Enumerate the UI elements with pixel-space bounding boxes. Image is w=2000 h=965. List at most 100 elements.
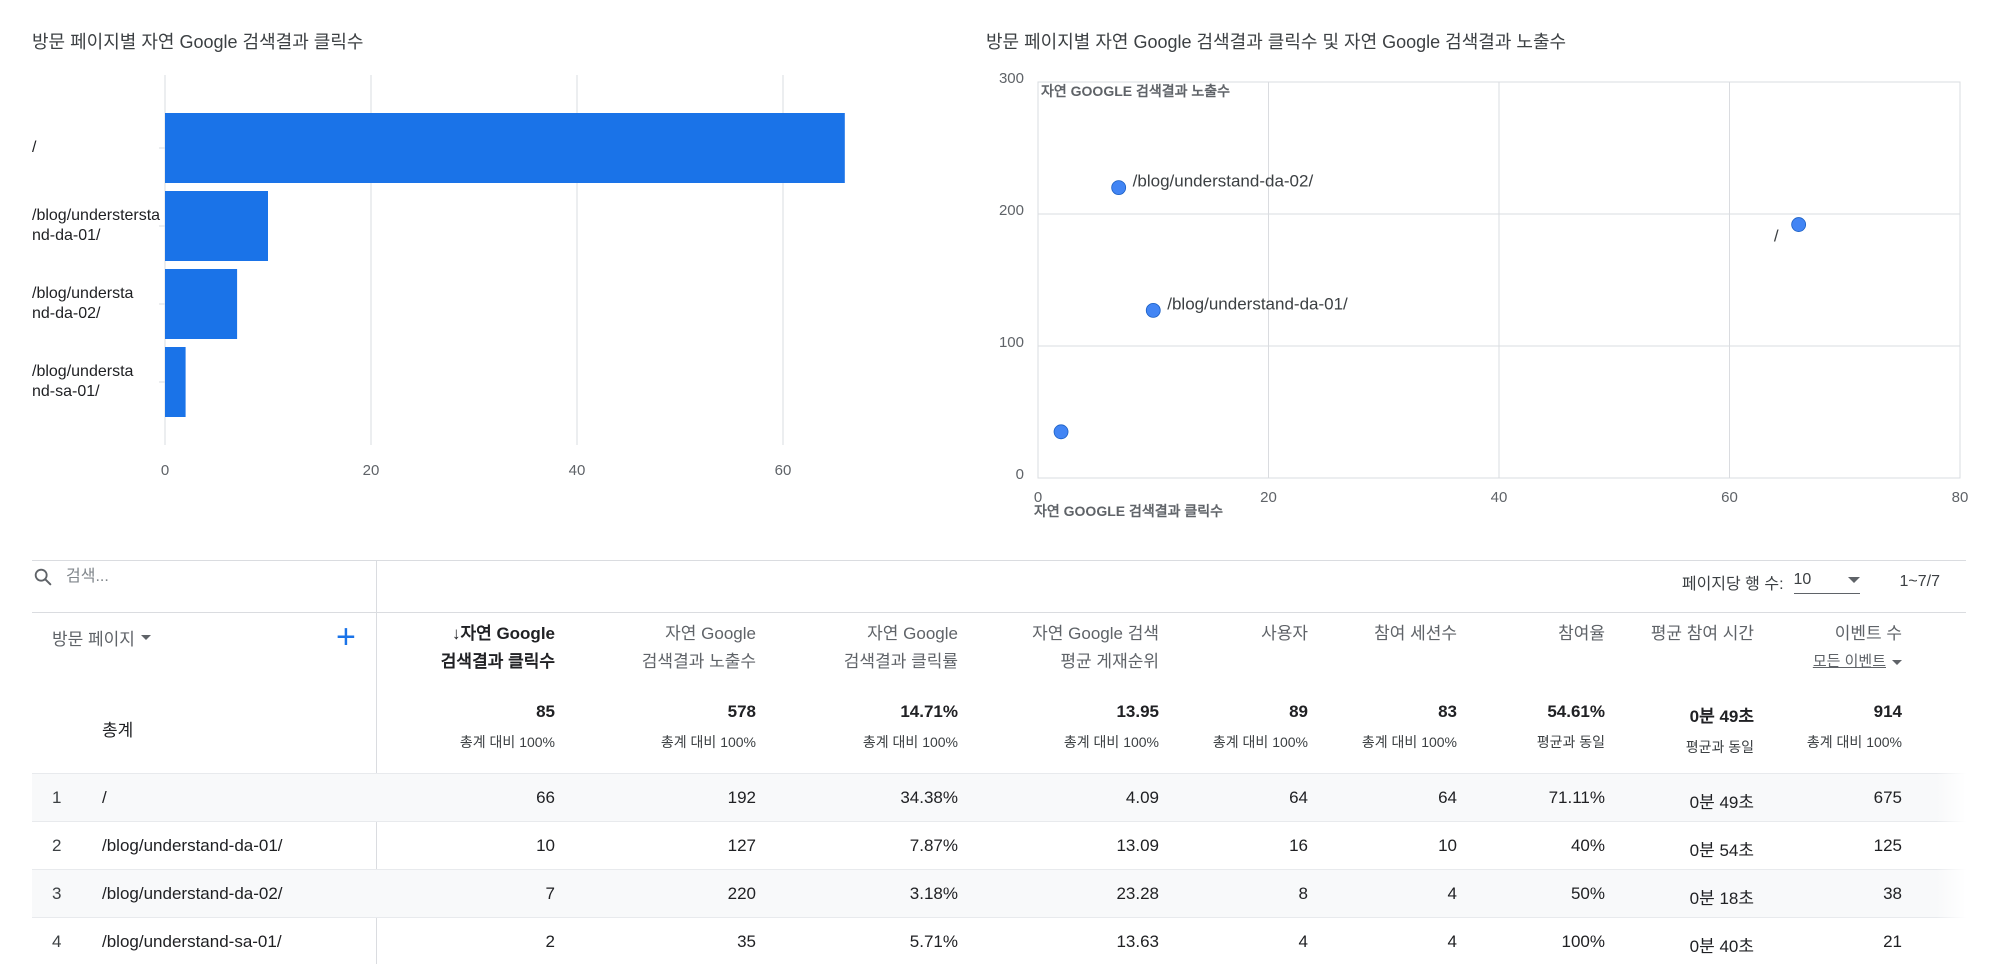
rows-per-page-value: 10: [1793, 570, 1812, 588]
column-header-line2: 검색결과 노출수: [641, 652, 756, 671]
bar-category-label-line: /blog/understa: [32, 285, 134, 302]
rows-per-page-select[interactable]: 10: [1793, 570, 1860, 594]
bar-category-label-line: nd-sa-01/: [32, 383, 100, 400]
row-landing-page: /blog/understand-sa-01/: [102, 932, 282, 951]
bar[interactable]: [165, 191, 268, 261]
scatter-x-tick-label: 40: [1491, 489, 1508, 506]
bar[interactable]: [165, 269, 238, 339]
table-cell: 0분 49초: [1689, 793, 1754, 812]
total-comparison: 평균과 동일: [1536, 734, 1605, 750]
column-header-line2: 평균 게재순위: [1060, 652, 1159, 671]
bar-category-label: /blog/understa nd-sa-01/: [32, 362, 152, 402]
table-cell: 35: [737, 932, 756, 951]
total-value: 54.61%: [1547, 702, 1605, 721]
search-box[interactable]: [32, 566, 328, 588]
scatter-y-tick-label: 100: [999, 334, 1024, 351]
dimension-dropdown-caret-icon: [140, 635, 151, 640]
table-cell: 21: [1883, 932, 1902, 951]
total-cell: 14.71% 총계 대비 100%: [768, 702, 958, 752]
bar-chart-title: 방문 페이지별 자연 Google 검색결과 클릭수: [32, 32, 364, 52]
scatter-point[interactable]: [1053, 424, 1069, 440]
total-comparison: 총계 대비 100%: [1212, 734, 1308, 750]
bar-x-tick-label: 40: [569, 462, 586, 479]
bar-chart: 0 20 40 60: [159, 75, 845, 479]
scatter-point[interactable]: [1791, 217, 1807, 232]
total-value: 83: [1438, 702, 1457, 721]
table-cell: 3.18%: [909, 884, 958, 903]
search-input[interactable]: [64, 567, 328, 587]
table-cell: 0분 40초: [1689, 937, 1754, 956]
horizontal-scroll-fade: [1936, 690, 1966, 964]
bar[interactable]: [165, 347, 186, 417]
table-row[interactable]: 1 / 66 192 34.38% 4.09 64 64 71.11% 0분 49초 675: [32, 773, 1966, 821]
column-header-line1: 자연 Google: [665, 624, 756, 643]
bar-category-label: /: [32, 138, 152, 158]
table-cell: 0분 18초: [1689, 889, 1754, 908]
table-row[interactable]: 2/blog/understand-da-01/10 127 7.87% 13.09 1…: [32, 821, 1966, 869]
table-cell: 16: [1289, 836, 1308, 855]
total-cell: 83 총계 대비 100%: [1317, 702, 1457, 752]
column-header[interactable]: ↓자연 Google 검색결과 클릭수: [365, 620, 555, 676]
dimension-header[interactable]: 방문 페이지: [52, 625, 151, 650]
total-cell: 914 총계 대비 100%: [1762, 702, 1902, 752]
bar-category-label-line: /blog/understersta: [32, 207, 161, 224]
bar-x-tick-label: 60: [775, 462, 792, 479]
row-number: 4: [52, 932, 62, 951]
table-cell: 4: [1447, 932, 1457, 951]
bar-x-tick-label: 20: [363, 462, 380, 479]
scatter-chart-title: 방문 페이지별 자연 Google 검색결과 클릭수 및 자연 Google 검…: [986, 32, 1567, 52]
table-cell: 7.87%: [909, 836, 958, 855]
table-cell: 66: [536, 788, 555, 807]
table-cell: 5.71%: [909, 932, 958, 951]
row-number: 2: [52, 836, 62, 855]
scatter-y-tick-label: 300: [999, 70, 1024, 87]
table-cell: 64: [1289, 788, 1308, 807]
row-landing-page: /blog/understand-da-02/: [102, 884, 283, 903]
table-cell: 40%: [1570, 836, 1605, 855]
scatter-point[interactable]: [1111, 180, 1127, 195]
event-filter-caret-icon: [1892, 659, 1902, 665]
add-dimension-button[interactable]: +: [336, 618, 356, 656]
column-header[interactable]: 자연 Google 검색결과 노출수: [566, 620, 756, 676]
scatter-y-axis-label: 자연 GOOGLE 검색결과 노출수: [1041, 83, 1230, 99]
row-number: 3: [52, 884, 62, 903]
column-header[interactable]: 자연 Google 검색결과 클릭률: [768, 620, 958, 676]
column-header-line1: ↓자연 Google: [451, 624, 555, 643]
column-header[interactable]: 참여 세션수: [1317, 620, 1457, 648]
section-divider: [32, 560, 1966, 561]
header-divider: [32, 612, 1966, 613]
column-header-line1: 자연 Google 검색: [1032, 624, 1159, 643]
total-comparison: 총계 대비 100%: [660, 734, 756, 750]
bar-x-tick-label: 0: [161, 462, 169, 479]
bar[interactable]: [165, 113, 845, 183]
total-row-label: 총계: [102, 721, 134, 740]
total-cell: 54.61% 평균과 동일: [1465, 702, 1605, 752]
scatter-point[interactable]: [1145, 302, 1161, 318]
table-cell: 71.11%: [1548, 788, 1605, 807]
column-header-line1: 사용자: [1261, 624, 1308, 643]
column-header[interactable]: 평균 참여 시간: [1614, 620, 1754, 648]
scatter-x-axis-label: 자연 GOOGLE 검색결과 클릭수: [1034, 503, 1223, 519]
dimension-header-label: 방문 페이지: [52, 630, 135, 649]
total-value: 85: [536, 702, 555, 721]
table-cell: 192: [727, 788, 756, 807]
table-row[interactable]: 4/blog/understand-sa-01/2 35 5.71% 13.63 4 4 1…: [32, 917, 1966, 965]
column-header[interactable]: 참여율: [1465, 620, 1605, 648]
column-header[interactable]: 사용자: [1168, 620, 1308, 648]
search-icon: [34, 568, 52, 586]
column-header-line1: 자연 Google: [867, 624, 958, 643]
table-cell: 10: [1438, 836, 1457, 855]
table-cell: 8: [1298, 884, 1308, 903]
column-header[interactable]: 이벤트 수 모든 이벤트: [1762, 620, 1902, 676]
pagination: 페이지당 행 수: 10 1~7/7: [1682, 570, 1940, 594]
bar-category-label-line: /: [32, 139, 37, 156]
total-comparison: 총계 대비 100%: [459, 734, 555, 750]
row-landing-page: /blog/understand-da-01/: [102, 836, 283, 855]
scatter-point-label: /: [1774, 227, 1779, 246]
total-comparison: 총계 대비 100%: [1063, 734, 1159, 750]
table-row[interactable]: 3/blog/understand-da-02/7 220 3.18% 23.28 8 4…: [32, 869, 1966, 917]
event-filter-dropdown[interactable]: 모든 이벤트: [1762, 648, 1902, 676]
scatter-chart: 0 20 40 60 80 0 100 200 300 자연 GOOGLE 검색결과 노출수자연 …: [999, 70, 1968, 519]
table-cell: 23.28: [1116, 884, 1159, 903]
